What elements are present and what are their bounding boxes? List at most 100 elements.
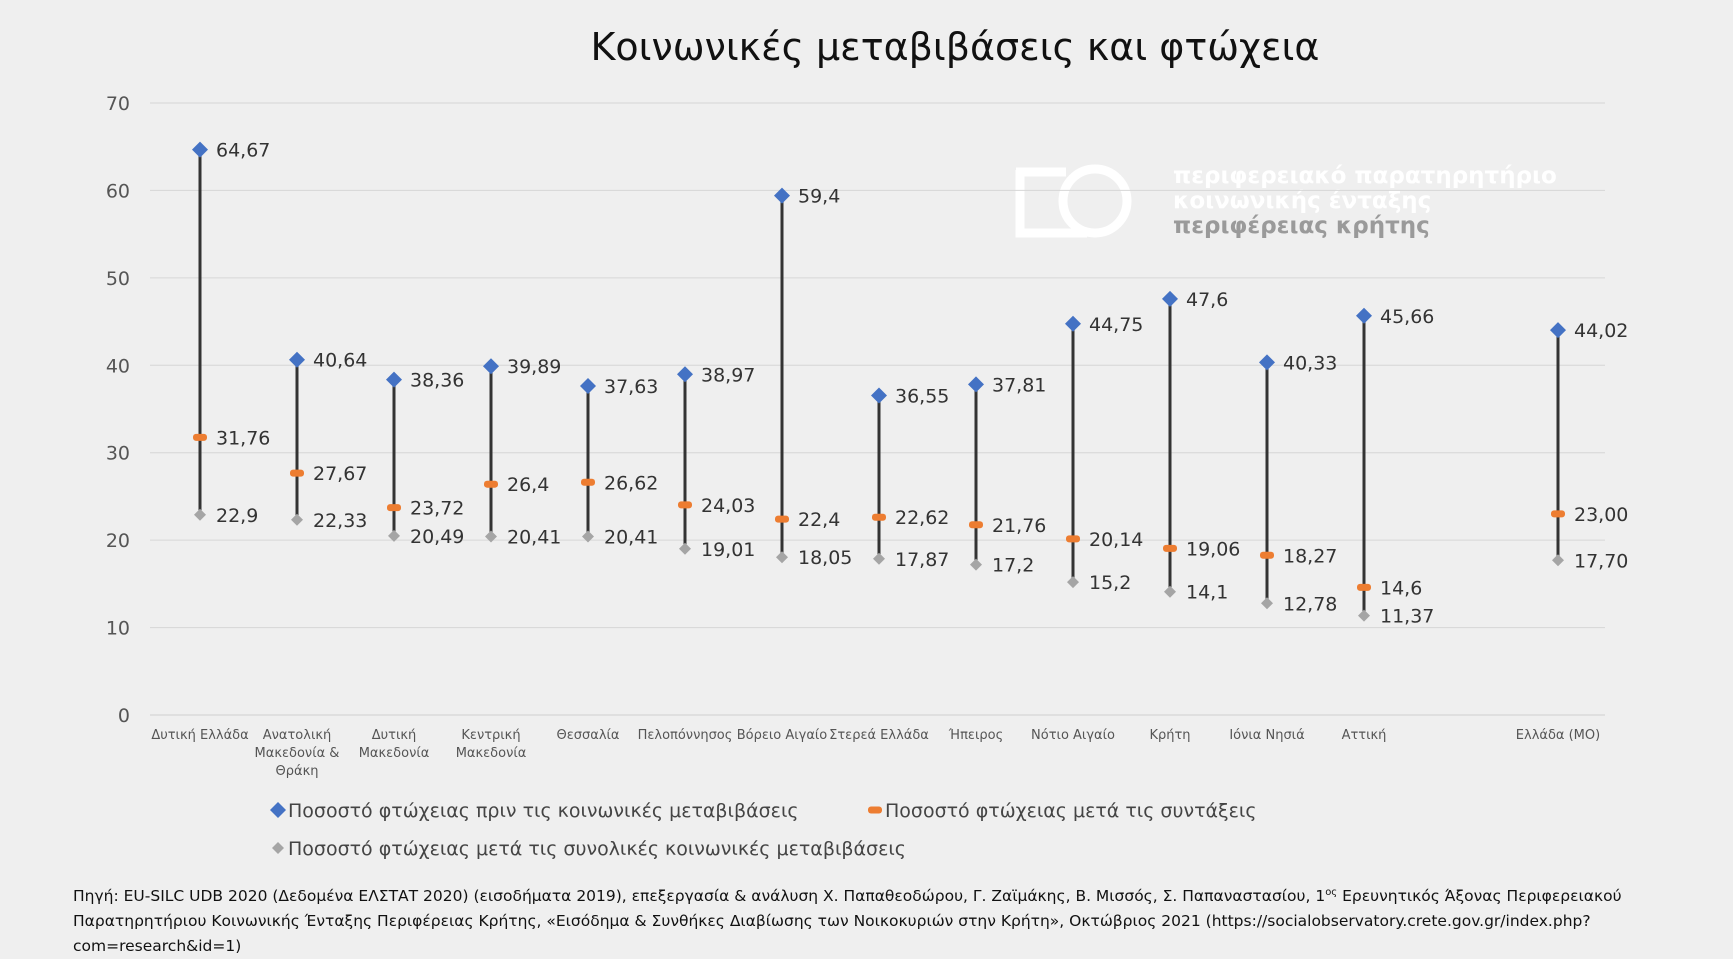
after-transfers-marker bbox=[582, 530, 594, 543]
data-label: 20,41 bbox=[604, 527, 658, 549]
before-transfers-marker bbox=[580, 378, 596, 395]
pensions-marker bbox=[1066, 535, 1080, 543]
x-tick-label: Αττική bbox=[1342, 728, 1387, 743]
after-transfers-marker bbox=[1164, 585, 1176, 598]
data-label: 23,72 bbox=[410, 498, 464, 520]
after-transfers-marker bbox=[1552, 554, 1564, 567]
data-label: 39,89 bbox=[507, 356, 561, 378]
data-label: 44,75 bbox=[1089, 314, 1143, 336]
before-transfers-marker bbox=[1065, 315, 1081, 332]
data-label: 22,33 bbox=[313, 510, 367, 532]
x-tick-label: Δυτική bbox=[372, 728, 417, 743]
data-label: 17,87 bbox=[895, 549, 949, 571]
after-transfers-marker bbox=[1261, 597, 1273, 610]
chart-legend: Ποσοστό φτώχειας πριν τις κοινωνικές μετ… bbox=[270, 800, 1256, 860]
data-label: 19,06 bbox=[1186, 538, 1240, 560]
data-label: 18,05 bbox=[798, 547, 852, 569]
pensions-marker bbox=[1260, 551, 1274, 559]
data-label: 14,1 bbox=[1186, 582, 1228, 604]
y-tick-label: 10 bbox=[106, 618, 130, 640]
pensions-marker bbox=[775, 515, 789, 523]
pensions-marker bbox=[484, 480, 498, 488]
after-transfers-marker bbox=[1358, 609, 1370, 622]
before-transfers-marker bbox=[1356, 307, 1372, 324]
after-transfers-marker bbox=[1067, 576, 1079, 589]
data-label: 22,4 bbox=[798, 509, 840, 531]
before-transfers-marker bbox=[1162, 290, 1178, 307]
source-text-end: Ερευνητικός Άξονας Περιφερειακού Παρατηρ… bbox=[73, 887, 1622, 956]
x-tick-label: Ήπειρος bbox=[948, 728, 1003, 743]
legend-marker-before bbox=[270, 802, 286, 818]
after-transfers-marker bbox=[194, 508, 206, 521]
data-label: 44,02 bbox=[1574, 320, 1628, 342]
x-tick-label: Βόρειο Αιγαίο bbox=[737, 728, 828, 743]
before-transfers-marker bbox=[289, 351, 305, 368]
data-label: 17,2 bbox=[992, 555, 1034, 577]
data-label: 22,9 bbox=[216, 505, 258, 527]
x-tick-label: Κρήτη bbox=[1149, 728, 1190, 743]
x-tick-label: Νότιο Αιγαίο bbox=[1031, 728, 1115, 743]
before-transfers-marker bbox=[1550, 322, 1566, 339]
data-label: 15,2 bbox=[1089, 572, 1131, 594]
after-transfers-marker bbox=[970, 558, 982, 571]
pensions-marker bbox=[1551, 510, 1565, 518]
source-text-start: Πηγή: EU-SILC UDB 2020 (Δεδομένα ΕΛΣΤΑΤ … bbox=[73, 887, 1326, 906]
data-label: 24,03 bbox=[701, 495, 755, 517]
before-transfers-marker bbox=[871, 387, 887, 404]
data-markers bbox=[192, 141, 1566, 622]
legend-label: Ποσοστό φτώχειας μετά τις συντάξεις bbox=[885, 800, 1256, 822]
data-label: 38,97 bbox=[701, 364, 755, 386]
data-label: 26,62 bbox=[604, 472, 658, 494]
poverty-transfers-chart: Κοινωνικές μεταβιβάσεις και φτώχεια περι… bbox=[106, 25, 1629, 860]
data-label: 19,01 bbox=[701, 539, 755, 561]
x-tick-label: Θεσσαλία bbox=[557, 728, 620, 743]
x-tick-label: Πελοπόννησος bbox=[638, 728, 733, 743]
after-transfers-marker bbox=[679, 542, 691, 555]
x-tick-label: Ελλάδα (ΜΟ) bbox=[1516, 728, 1600, 743]
pensions-marker bbox=[969, 521, 983, 529]
data-label: 14,6 bbox=[1380, 577, 1422, 599]
data-label: 45,66 bbox=[1380, 306, 1434, 328]
pensions-marker bbox=[1357, 583, 1371, 591]
before-transfers-marker bbox=[192, 141, 208, 158]
x-tick-label: Μακεδονία bbox=[456, 746, 527, 761]
data-label: 59,4 bbox=[798, 186, 840, 208]
observatory-logo: περιφερειακό παρατηρητήριο κοινωνικής έν… bbox=[1015, 163, 1557, 239]
before-transfers-marker bbox=[1259, 354, 1275, 371]
x-tick-label: Μακεδονία & bbox=[255, 746, 340, 761]
x-tick-label: Μακεδονία bbox=[359, 746, 430, 761]
data-label: 22,62 bbox=[895, 507, 949, 529]
source-superscript: ος bbox=[1325, 887, 1338, 898]
logo-line-3: περιφέρειας κρήτης bbox=[1173, 213, 1430, 239]
x-tick-label: Δυτική Ελλάδα bbox=[151, 728, 248, 743]
data-label: 37,63 bbox=[604, 376, 658, 398]
y-tick-label: 70 bbox=[106, 93, 130, 115]
legend-marker-pensions bbox=[868, 806, 882, 814]
data-label: 27,67 bbox=[313, 463, 367, 485]
data-label: 17,70 bbox=[1574, 550, 1628, 572]
after-transfers-marker bbox=[388, 529, 400, 542]
data-label: 40,33 bbox=[1283, 352, 1337, 374]
data-label: 12,78 bbox=[1283, 593, 1337, 615]
data-label: 20,49 bbox=[410, 526, 464, 548]
data-label: 21,76 bbox=[992, 515, 1046, 537]
observatory-logo-icon bbox=[1015, 164, 1132, 238]
data-label: 26,4 bbox=[507, 474, 549, 496]
pensions-marker bbox=[193, 433, 207, 441]
y-tick-label: 20 bbox=[106, 530, 130, 552]
after-transfers-marker bbox=[776, 551, 788, 564]
source-note: Πηγή: EU-SILC UDB 2020 (Δεδομένα ΕΛΣΤΑΤ … bbox=[73, 880, 1713, 959]
pensions-marker bbox=[678, 501, 692, 509]
y-tick-label: 0 bbox=[118, 705, 130, 727]
before-transfers-marker bbox=[774, 187, 790, 204]
legend-label: Ποσοστό φτώχειας μετά τις συνολικές κοιν… bbox=[288, 838, 906, 860]
data-labels: 64,67 31,76 22,9 40,64 27,67 22,33 38,36 23,72 2… bbox=[216, 140, 1628, 628]
data-label: 18,27 bbox=[1283, 545, 1337, 567]
legend-label: Ποσοστό φτώχειας πριν τις κοινωνικές μετ… bbox=[288, 800, 799, 822]
after-transfers-marker bbox=[291, 513, 303, 526]
data-label: 38,36 bbox=[410, 370, 464, 392]
pensions-marker bbox=[872, 513, 886, 521]
data-label: 47,6 bbox=[1186, 289, 1228, 311]
pensions-marker bbox=[387, 504, 401, 512]
x-axis-ticks: Δυτική Ελλάδα Ανατολική Μακεδονία & Θράκη Δυ… bbox=[151, 728, 1600, 779]
